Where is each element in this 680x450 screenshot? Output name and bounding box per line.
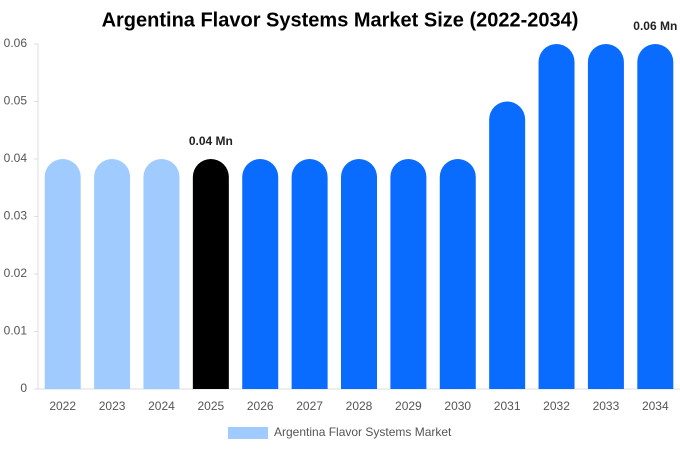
y-tick-label: 0.02 xyxy=(4,266,28,280)
x-tick-label: 2024 xyxy=(148,399,175,413)
bar xyxy=(94,159,131,389)
x-tick-label: 2033 xyxy=(593,399,620,413)
bar xyxy=(44,159,81,389)
chart-title: Argentina Flavor Systems Market Size (20… xyxy=(102,9,579,31)
bar xyxy=(439,159,476,389)
legend-swatch xyxy=(228,427,268,439)
y-tick-label: 0.03 xyxy=(4,209,28,223)
y-tick-label: 0.04 xyxy=(4,151,28,165)
bar xyxy=(192,159,229,389)
x-tick-label: 2025 xyxy=(197,399,224,413)
x-tick-label: 2032 xyxy=(543,399,570,413)
bar xyxy=(489,101,526,389)
x-tick-label: 2031 xyxy=(494,399,521,413)
data-label: 0.04 Mn xyxy=(189,134,233,148)
legend-label: Argentina Flavor Systems Market xyxy=(274,425,452,439)
x-tick-label: 2030 xyxy=(444,399,471,413)
y-tick-label: 0 xyxy=(20,381,27,395)
bar xyxy=(538,44,575,389)
y-tick-label: 0.01 xyxy=(4,324,28,338)
x-tick-label: 2026 xyxy=(247,399,274,413)
x-tick-label: 2027 xyxy=(296,399,323,413)
bar xyxy=(341,159,377,389)
bar xyxy=(291,159,328,389)
x-tick-label: 2028 xyxy=(346,399,373,413)
data-label: 0.06 Mn xyxy=(633,19,677,33)
bar xyxy=(637,44,674,389)
y-tick-label: 0.06 xyxy=(4,36,28,50)
x-tick-label: 2023 xyxy=(99,399,126,413)
x-tick-label: 2029 xyxy=(395,399,422,413)
bar xyxy=(242,159,279,389)
y-tick-label: 0.05 xyxy=(4,94,28,108)
bar xyxy=(390,159,427,389)
x-tick-label: 2034 xyxy=(642,399,669,413)
bar xyxy=(143,159,180,389)
bar xyxy=(587,44,624,389)
x-tick-label: 2022 xyxy=(49,399,76,413)
